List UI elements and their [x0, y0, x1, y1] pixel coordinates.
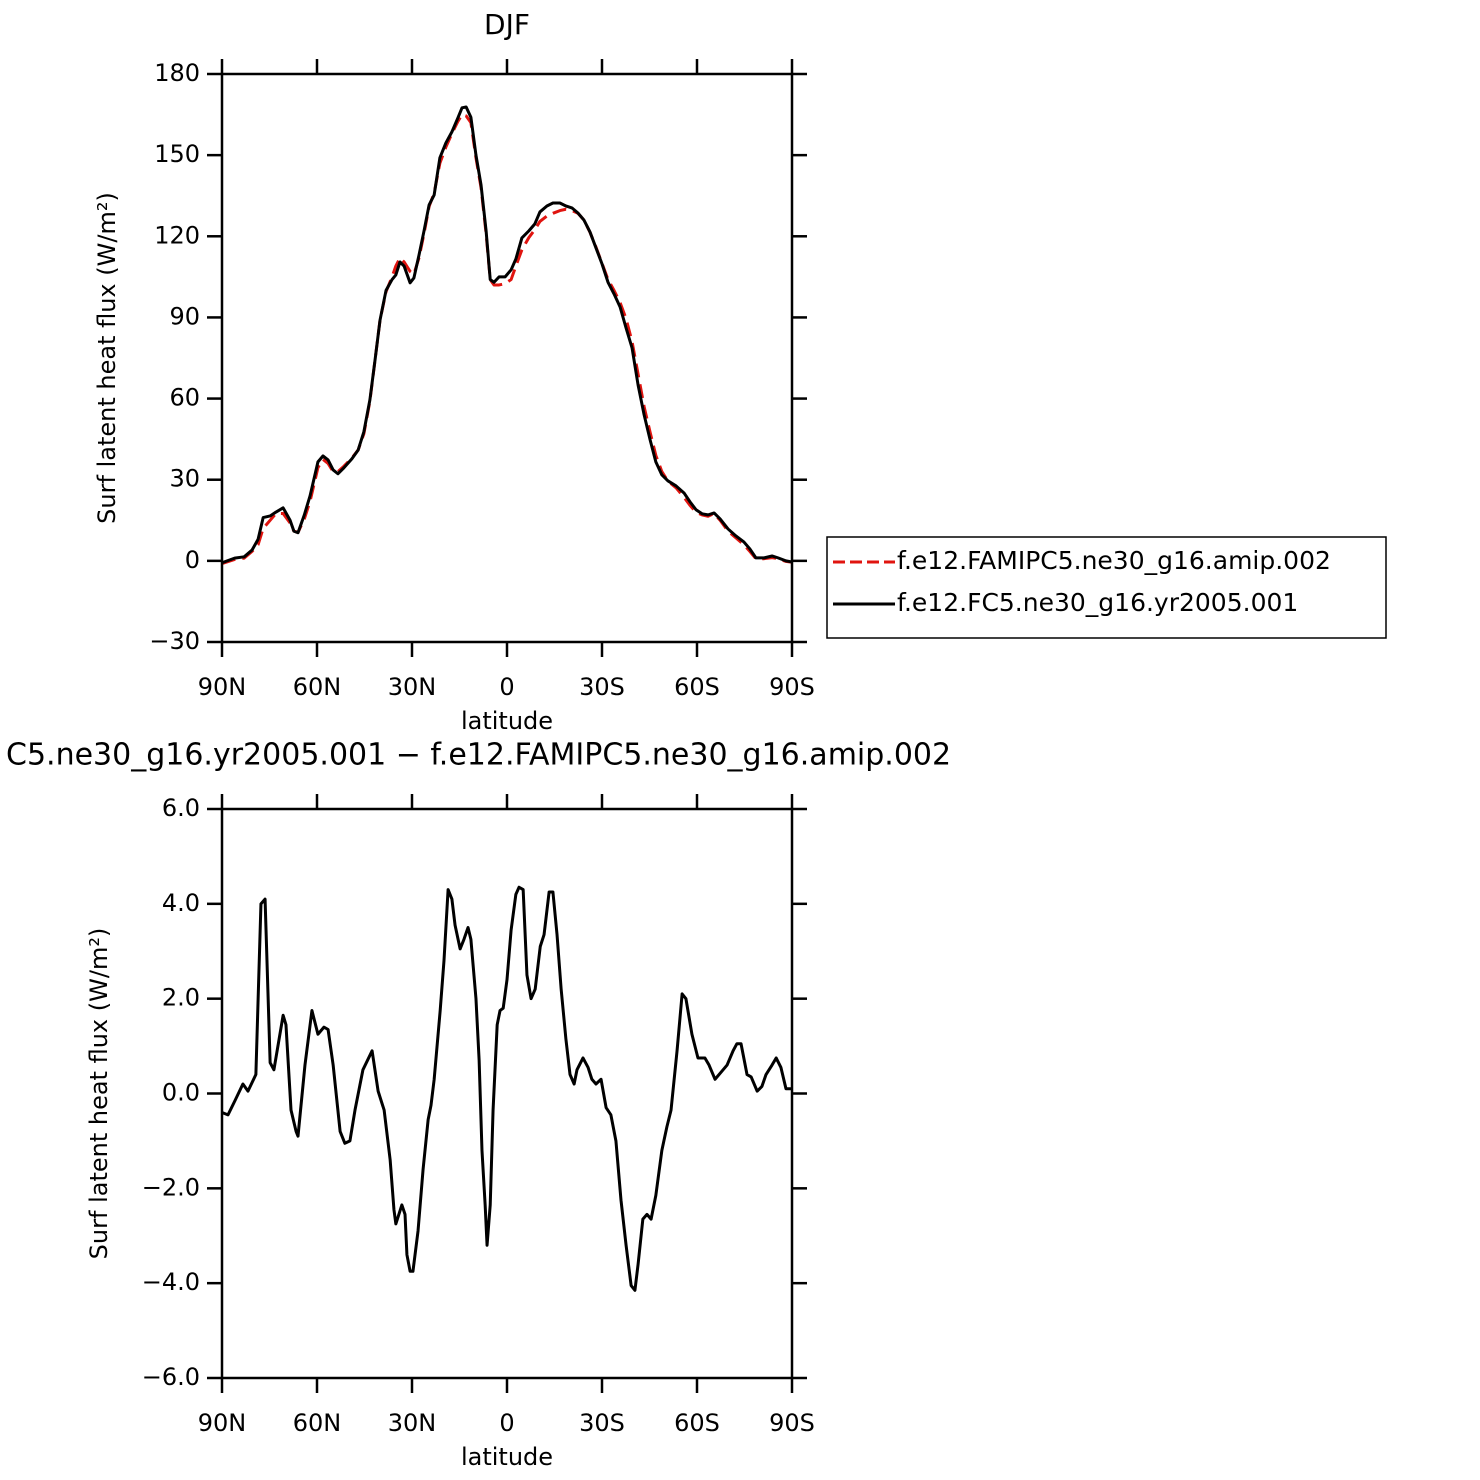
y-tick-label: 2.0 [162, 984, 200, 1012]
x-tick-label: 30N [388, 1409, 437, 1437]
y-tick-label: −4.0 [142, 1268, 200, 1296]
y-tick-label: 4.0 [162, 889, 200, 917]
x-tick-label: 90S [769, 673, 815, 701]
x-tick-label: 60S [674, 1409, 720, 1437]
plot-frame [220, 807, 794, 1380]
data-line [221, 885, 792, 1292]
x-tick-label: 90S [769, 1409, 815, 1437]
chart-title: C5.ne30_g16.yr2005.001 − f.e12.FAMIPC5.n… [6, 738, 951, 773]
data-line [221, 113, 793, 565]
x-tick-label: 30S [579, 673, 625, 701]
legend-label: f.e12.FC5.ne30_g16.yr2005.001 [897, 588, 1298, 617]
legend-label: f.e12.FAMIPC5.ne30_g16.amip.002 [897, 546, 1331, 575]
y-tick-label: 6.0 [162, 794, 200, 822]
y-tick-label: 150 [154, 140, 200, 168]
x-tick-label: 90N [198, 1409, 247, 1437]
legend-box [826, 536, 1387, 639]
x-tick-label: 0 [499, 673, 514, 701]
x-tick-label: 60N [293, 673, 342, 701]
y-tick-label: 120 [154, 221, 200, 249]
x-tick-label: 30S [579, 1409, 625, 1437]
y-tick-label: −30 [149, 627, 200, 655]
x-tick-label: 30N [388, 673, 437, 701]
x-axis-label: latitude [461, 707, 553, 735]
y-axis-label: Surf latent heat flux (W/m²) [85, 928, 113, 1260]
plot-frame [220, 72, 794, 644]
x-axis-label: latitude [461, 1443, 553, 1471]
x-tick-label: 60S [674, 673, 720, 701]
x-tick-label: 60N [293, 1409, 342, 1437]
y-tick-label: 60 [169, 384, 200, 412]
y-tick-label: −6.0 [142, 1363, 200, 1391]
y-tick-label: −2.0 [142, 1173, 200, 1201]
data-line [221, 105, 793, 565]
chart-title: DJF [484, 8, 530, 41]
y-tick-label: 0.0 [162, 1079, 200, 1107]
y-axis-label: Surf latent heat flux (W/m²) [93, 192, 121, 524]
x-tick-label: 0 [499, 1409, 514, 1437]
y-tick-label: 0 [185, 546, 200, 574]
x-tick-label: 90N [198, 673, 247, 701]
y-tick-label: 30 [169, 465, 200, 493]
y-tick-label: 90 [169, 302, 200, 330]
y-tick-label: 180 [154, 59, 200, 87]
